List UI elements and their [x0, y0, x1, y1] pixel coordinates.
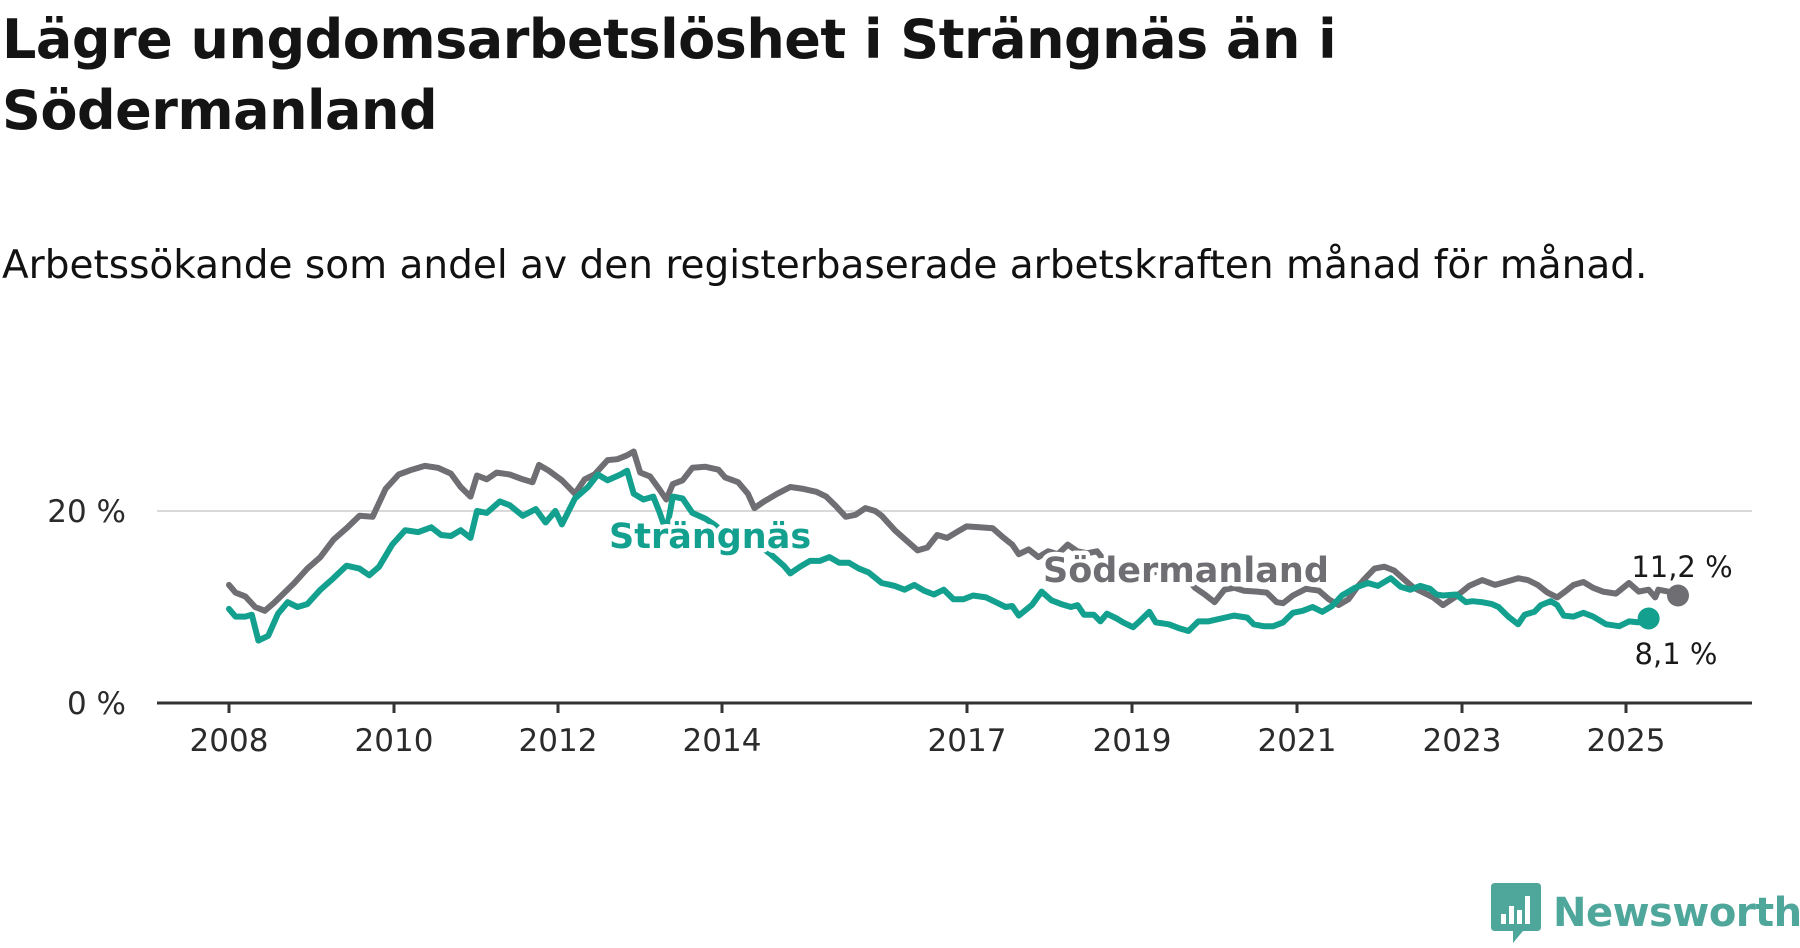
x-tick-label: 2017: [928, 723, 1007, 759]
x-tick-label: 2014: [683, 723, 762, 759]
end-label-sodermanland: 11,2 %: [1631, 550, 1732, 584]
series-label-sodermanland-halo: Södermanland: [1043, 551, 1329, 591]
chart-subtitle: Arbetssökande som andel av den registerb…: [2, 243, 1648, 288]
y-tick-label: 0 %: [67, 686, 126, 722]
series-label-strangnas-halo: Strängnäs: [609, 517, 811, 557]
series-label-sodermanland: Södermanland: [1043, 551, 1329, 591]
x-tick-label: 2021: [1258, 723, 1337, 759]
series-lines: [226, 448, 1689, 644]
newsworthy-wordmark: Newsworthy: [1553, 890, 1800, 936]
series-line-strangnas: [226, 467, 1652, 644]
newsworthy-logo-icon: [1491, 883, 1541, 943]
end-label-strangnas: 8,1 %: [1635, 637, 1718, 671]
x-tick-label: 2023: [1423, 723, 1502, 759]
x-tick-label: 2010: [355, 723, 434, 759]
axes: 0 % 20 % 2008 2010 2012 2014 2017 2019 2021 2023 2…: [47, 494, 1752, 759]
x-tick-label: 2019: [1093, 723, 1172, 759]
y-tick-label: 20 %: [47, 494, 126, 530]
series-line-sodermanland: [226, 448, 1681, 614]
newsworthy-logo: Newsworthy: [1491, 883, 1800, 943]
x-tick-label: 2008: [190, 723, 269, 759]
chart-title: Lägre ungdomsarbetslöshet i Strängnäs än…: [2, 8, 1337, 142]
x-tick-label: 2012: [519, 723, 598, 759]
end-point-sodermanland: [1667, 584, 1689, 607]
x-tick-label: 2025: [1587, 723, 1666, 759]
series-label-strangnas: Strängnäs: [609, 517, 811, 557]
series-labels: SträngnäsSträngnäsSödermanlandSödermanla…: [605, 513, 1733, 672]
end-point-strangnas: [1637, 607, 1660, 630]
